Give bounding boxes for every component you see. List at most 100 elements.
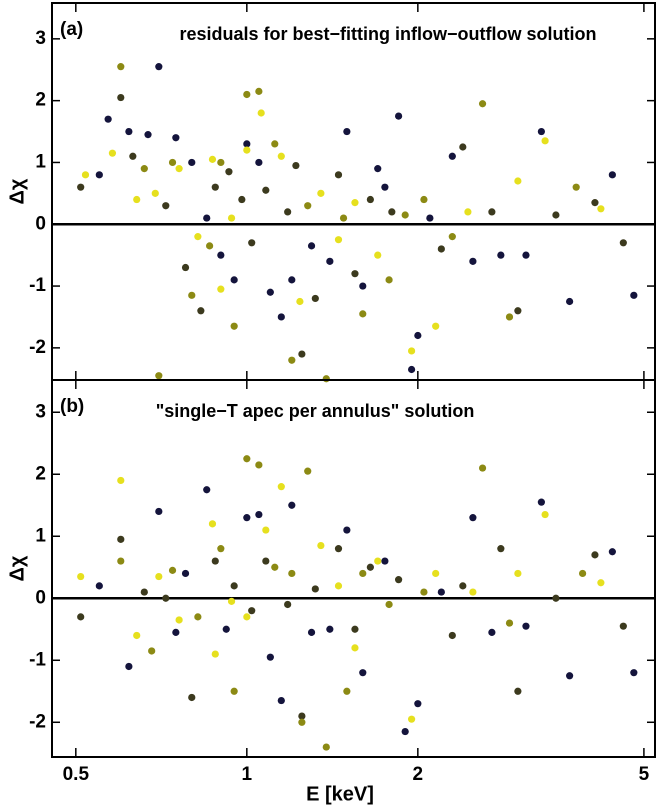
point	[206, 242, 214, 250]
point	[630, 669, 638, 677]
point	[608, 548, 616, 556]
point	[175, 165, 183, 173]
point	[505, 313, 514, 321]
point	[334, 582, 343, 590]
point	[326, 625, 334, 633]
x-tick-label: 1	[242, 764, 253, 785]
point	[351, 644, 359, 652]
point	[277, 313, 285, 321]
point	[266, 288, 274, 296]
y-tick-label: 1	[35, 525, 46, 546]
point	[459, 143, 467, 151]
point	[334, 545, 343, 553]
y-tick-label: -2	[29, 337, 46, 358]
point	[541, 510, 549, 519]
point	[298, 350, 306, 358]
point	[351, 270, 359, 278]
point	[366, 195, 374, 204]
point	[230, 276, 238, 284]
point	[277, 696, 285, 705]
point	[537, 127, 545, 136]
point	[469, 257, 477, 265]
point	[117, 557, 125, 565]
point	[311, 585, 319, 593]
point	[255, 158, 263, 167]
point	[108, 149, 117, 157]
point	[95, 582, 103, 590]
point	[469, 514, 477, 522]
y-tick-label: -1	[29, 649, 46, 670]
point	[292, 161, 300, 170]
point	[211, 183, 219, 191]
point	[194, 613, 202, 621]
point	[243, 613, 251, 621]
point	[522, 251, 530, 259]
point	[140, 165, 148, 173]
point	[339, 214, 348, 222]
point	[478, 464, 487, 472]
point	[552, 594, 560, 602]
point	[162, 202, 170, 210]
point	[307, 628, 316, 636]
point	[125, 127, 133, 136]
point	[298, 712, 306, 720]
x-tick-label: 0.5	[63, 764, 90, 785]
point	[230, 687, 238, 695]
point	[243, 514, 251, 522]
point	[284, 600, 292, 609]
point	[262, 526, 270, 534]
point	[288, 276, 296, 284]
point	[374, 165, 382, 173]
point	[155, 572, 163, 581]
point	[81, 171, 90, 179]
x-tick-label: 5	[639, 764, 650, 785]
point	[591, 551, 599, 559]
point	[125, 662, 133, 671]
point	[288, 356, 296, 364]
point	[514, 687, 522, 695]
point	[420, 588, 428, 596]
point	[77, 613, 85, 621]
point	[537, 498, 545, 506]
point	[401, 727, 409, 736]
point	[262, 557, 270, 565]
point	[172, 628, 180, 636]
point	[288, 569, 296, 578]
point	[304, 467, 312, 475]
point	[572, 183, 580, 191]
point	[597, 205, 605, 213]
point	[211, 650, 219, 658]
point	[296, 297, 304, 306]
point	[168, 158, 177, 167]
point	[326, 257, 334, 265]
point	[608, 171, 616, 179]
point	[172, 134, 180, 142]
point	[238, 195, 246, 204]
point	[464, 208, 472, 216]
point	[255, 510, 263, 519]
point	[514, 307, 522, 315]
point	[311, 294, 319, 303]
point	[155, 507, 163, 516]
point	[407, 347, 416, 355]
y-tick-label: 0	[35, 213, 46, 234]
point	[374, 557, 382, 565]
point	[317, 541, 325, 550]
point	[255, 87, 263, 95]
point	[420, 195, 428, 204]
point	[552, 211, 560, 219]
panel-label: (a)	[60, 19, 83, 40]
point	[505, 619, 514, 627]
point	[322, 375, 330, 383]
point	[351, 625, 359, 633]
point	[448, 152, 456, 160]
point	[217, 251, 225, 259]
point	[243, 90, 251, 99]
y-tick-label: 0	[35, 587, 46, 608]
point	[95, 171, 103, 179]
point	[488, 208, 496, 216]
point	[388, 208, 396, 216]
point	[117, 63, 125, 71]
point	[162, 594, 170, 602]
point	[381, 183, 389, 191]
